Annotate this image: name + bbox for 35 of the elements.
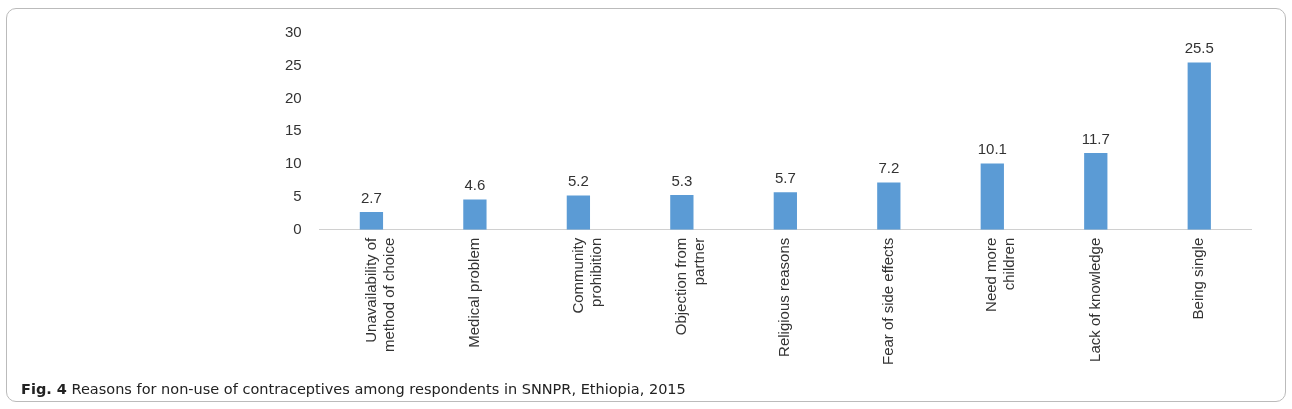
data-label: 5.7: [774, 168, 796, 186]
bar: [1187, 62, 1211, 230]
bar: [359, 212, 384, 230]
data-label: 10.1: [977, 140, 1007, 158]
data-label: 11.7: [1081, 129, 1110, 147]
y-tick-label: 10: [285, 154, 302, 172]
y-tick-label: 15: [285, 121, 302, 139]
bar: [463, 199, 487, 230]
x-tick-label: Religious reasons: [775, 237, 793, 357]
bar: [877, 182, 901, 230]
x-tick-label: Need more children: [982, 237, 1018, 312]
bar: [980, 163, 1004, 230]
x-tick-label: Community prohibition: [568, 237, 604, 314]
bar: [566, 195, 591, 230]
data-label: 7.2: [878, 159, 900, 177]
x-tick-label: Being single: [1189, 237, 1207, 320]
bar: [773, 192, 797, 230]
y-tick-label: 30: [285, 23, 302, 41]
x-tick-label: Lack of knowledge: [1085, 237, 1103, 362]
data-label: 4.6: [464, 176, 486, 194]
x-tick-label: Medical problem: [465, 237, 483, 348]
data-label: 2.7: [360, 188, 382, 206]
x-tick-label: Unavailability of method of choice: [361, 236, 397, 352]
y-tick-label: 5: [293, 187, 302, 205]
data-label: 25.5: [1184, 39, 1214, 57]
x-tick-label: Objection from partner: [672, 237, 707, 336]
x-tick-label: Fear of side effects: [878, 237, 896, 366]
bar: [670, 194, 694, 230]
y-tick-label: 25: [285, 55, 302, 73]
caption: Fig. 4 Reasons for non-use of contraceptives among respondents in SNNPR, Ethiopia, 2015: [21, 381, 686, 397]
data-label: 5.3: [671, 171, 693, 189]
y-tick-label: 20: [285, 88, 302, 106]
data-label: 5.2: [567, 172, 589, 190]
y-tick-label: 0: [293, 219, 302, 237]
bar: [1084, 153, 1108, 230]
